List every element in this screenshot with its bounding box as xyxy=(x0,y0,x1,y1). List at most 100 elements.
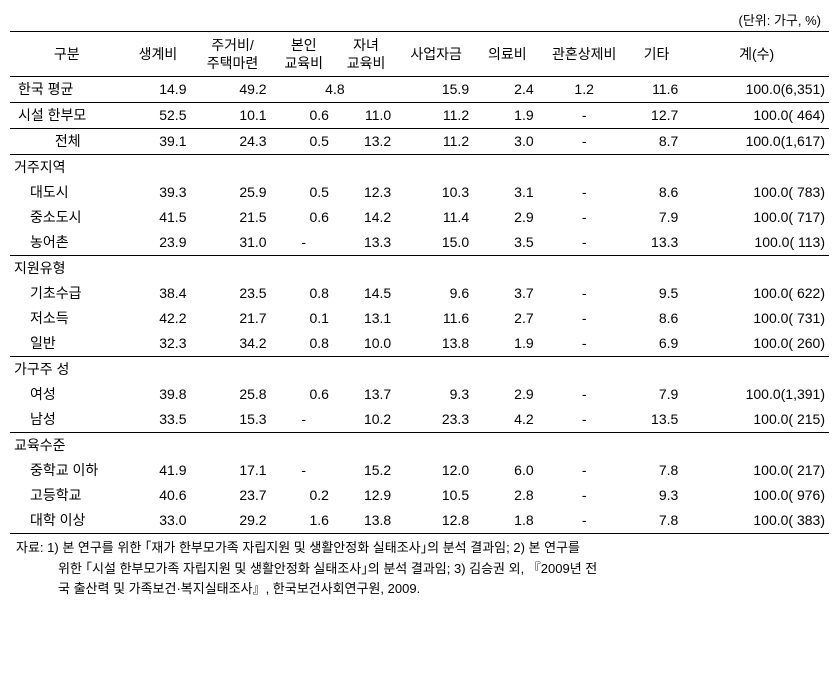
cell: - xyxy=(273,230,335,256)
cell: 9.3 xyxy=(397,382,475,407)
cell-label: 시설 한부모 xyxy=(10,103,124,129)
cell: 7.9 xyxy=(629,382,685,407)
row-male: 남성 33.5 15.3 - 10.2 23.3 4.2 - 13.5 100.… xyxy=(10,407,829,433)
cell: 13.8 xyxy=(397,331,475,357)
header-category: 구분 xyxy=(10,32,124,77)
cell: 15.3 xyxy=(192,407,272,433)
cell-label: 중학교 이하 xyxy=(10,458,124,483)
cell-label: 중소도시 xyxy=(10,205,124,230)
cell: 38.4 xyxy=(124,281,193,306)
cell: 13.8 xyxy=(335,508,397,534)
cell: 13.3 xyxy=(335,230,397,256)
cell: 0.6 xyxy=(273,205,335,230)
cell: 1.9 xyxy=(475,331,540,357)
cell: 2.8 xyxy=(475,483,540,508)
footnote-line2: 위한 ｢시설 한부모가족 자립지원 및 생활안정화 실태조사｣의 분석 결과임;… xyxy=(16,559,823,579)
cell: 3.5 xyxy=(475,230,540,256)
cell: - xyxy=(540,331,629,357)
cell: 49.2 xyxy=(192,77,272,103)
cell: 14.5 xyxy=(335,281,397,306)
cell: 100.0( 215) xyxy=(684,407,829,433)
cell: 9.5 xyxy=(629,281,685,306)
group-label: 가구주 성 xyxy=(10,357,124,383)
row-basic: 기초수급 38.4 23.5 0.8 14.5 9.6 3.7 - 9.5 10… xyxy=(10,281,829,306)
row-facility: 시설 한부모 52.5 10.1 0.6 11.0 11.2 1.9 - 12.… xyxy=(10,103,829,129)
cell: - xyxy=(540,205,629,230)
cell: 41.5 xyxy=(124,205,193,230)
row-college: 대학 이상 33.0 29.2 1.6 13.8 12.8 1.8 - 7.8 … xyxy=(10,508,829,534)
header-living: 생계비 xyxy=(124,32,193,77)
cell: 0.2 xyxy=(273,483,335,508)
cell: 100.0( 783) xyxy=(684,180,829,205)
group-region: 거주지역 xyxy=(10,155,829,181)
cell: 11.6 xyxy=(629,77,685,103)
cell: 3.7 xyxy=(475,281,540,306)
header-other: 기타 xyxy=(629,32,685,77)
row-smallcity: 중소도시 41.5 21.5 0.6 14.2 11.4 2.9 - 7.9 1… xyxy=(10,205,829,230)
cell: 14.2 xyxy=(335,205,397,230)
cell: 1.2 xyxy=(540,77,629,103)
cell: 12.0 xyxy=(397,458,475,483)
cell: 1.9 xyxy=(475,103,540,129)
cell: 10.0 xyxy=(335,331,397,357)
cell: - xyxy=(540,230,629,256)
cell: 10.3 xyxy=(397,180,475,205)
cell-label: 대학 이상 xyxy=(10,508,124,534)
cell: - xyxy=(540,382,629,407)
cell: - xyxy=(540,306,629,331)
cell: 100.0(1,617) xyxy=(684,129,829,155)
cell: 23.3 xyxy=(397,407,475,433)
row-midschool: 중학교 이하 41.9 17.1 - 15.2 12.0 6.0 - 7.8 1… xyxy=(10,458,829,483)
cell: 2.9 xyxy=(475,205,540,230)
cell: 100.0(6,351) xyxy=(684,77,829,103)
cell: 100.0( 217) xyxy=(684,458,829,483)
cell: 100.0( 976) xyxy=(684,483,829,508)
cell-label: 여성 xyxy=(10,382,124,407)
cell-label: 대도시 xyxy=(10,180,124,205)
cell: 11.2 xyxy=(397,103,475,129)
cell: 100.0( 113) xyxy=(684,230,829,256)
cell: 2.9 xyxy=(475,382,540,407)
cell: 8.6 xyxy=(629,306,685,331)
cell-label: 남성 xyxy=(10,407,124,433)
cell: - xyxy=(273,458,335,483)
header-ceremony: 관혼상제비 xyxy=(540,32,629,77)
cell: 12.7 xyxy=(629,103,685,129)
cell: 3.0 xyxy=(475,129,540,155)
row-rural: 농어촌 23.9 31.0 - 13.3 15.0 3.5 - 13.3 100… xyxy=(10,230,829,256)
cell: 13.2 xyxy=(335,129,397,155)
cell: 13.3 xyxy=(629,230,685,256)
cell: 25.9 xyxy=(192,180,272,205)
cell: 4.2 xyxy=(475,407,540,433)
group-label: 교육수준 xyxy=(10,433,124,459)
cell: 23.9 xyxy=(124,230,193,256)
header-housing: 주거비/ 주택마련 xyxy=(192,32,272,77)
cell: 12.8 xyxy=(397,508,475,534)
cell: 9.6 xyxy=(397,281,475,306)
cell: 52.5 xyxy=(124,103,193,129)
cell: 21.7 xyxy=(192,306,272,331)
header-medical: 의료비 xyxy=(475,32,540,77)
cell: 23.5 xyxy=(192,281,272,306)
cell: 10.1 xyxy=(192,103,272,129)
cell: 33.5 xyxy=(124,407,193,433)
cell: 13.1 xyxy=(335,306,397,331)
cell: 13.7 xyxy=(335,382,397,407)
cell-label: 한국 평균 xyxy=(10,77,124,103)
cell-label: 일반 xyxy=(10,331,124,357)
cell: 0.6 xyxy=(273,382,335,407)
cell: 25.8 xyxy=(192,382,272,407)
cell: 11.0 xyxy=(335,103,397,129)
cell: 21.5 xyxy=(192,205,272,230)
cell: 6.9 xyxy=(629,331,685,357)
cell: 0.1 xyxy=(273,306,335,331)
cell: 9.3 xyxy=(629,483,685,508)
cell: 1.6 xyxy=(273,508,335,534)
data-table: 구분 생계비 주거비/ 주택마련 본인 교육비 자녀 교육비 사업자금 의료비 … xyxy=(10,31,829,534)
cell: 8.6 xyxy=(629,180,685,205)
cell: 15.0 xyxy=(397,230,475,256)
cell: 34.2 xyxy=(192,331,272,357)
footnote-line1: 자료: 1) 본 연구를 위한 ｢재가 한부모가족 자립지원 및 생활안정화 실… xyxy=(16,540,580,555)
cell: 4.8 xyxy=(273,77,398,103)
cell: 7.8 xyxy=(629,458,685,483)
